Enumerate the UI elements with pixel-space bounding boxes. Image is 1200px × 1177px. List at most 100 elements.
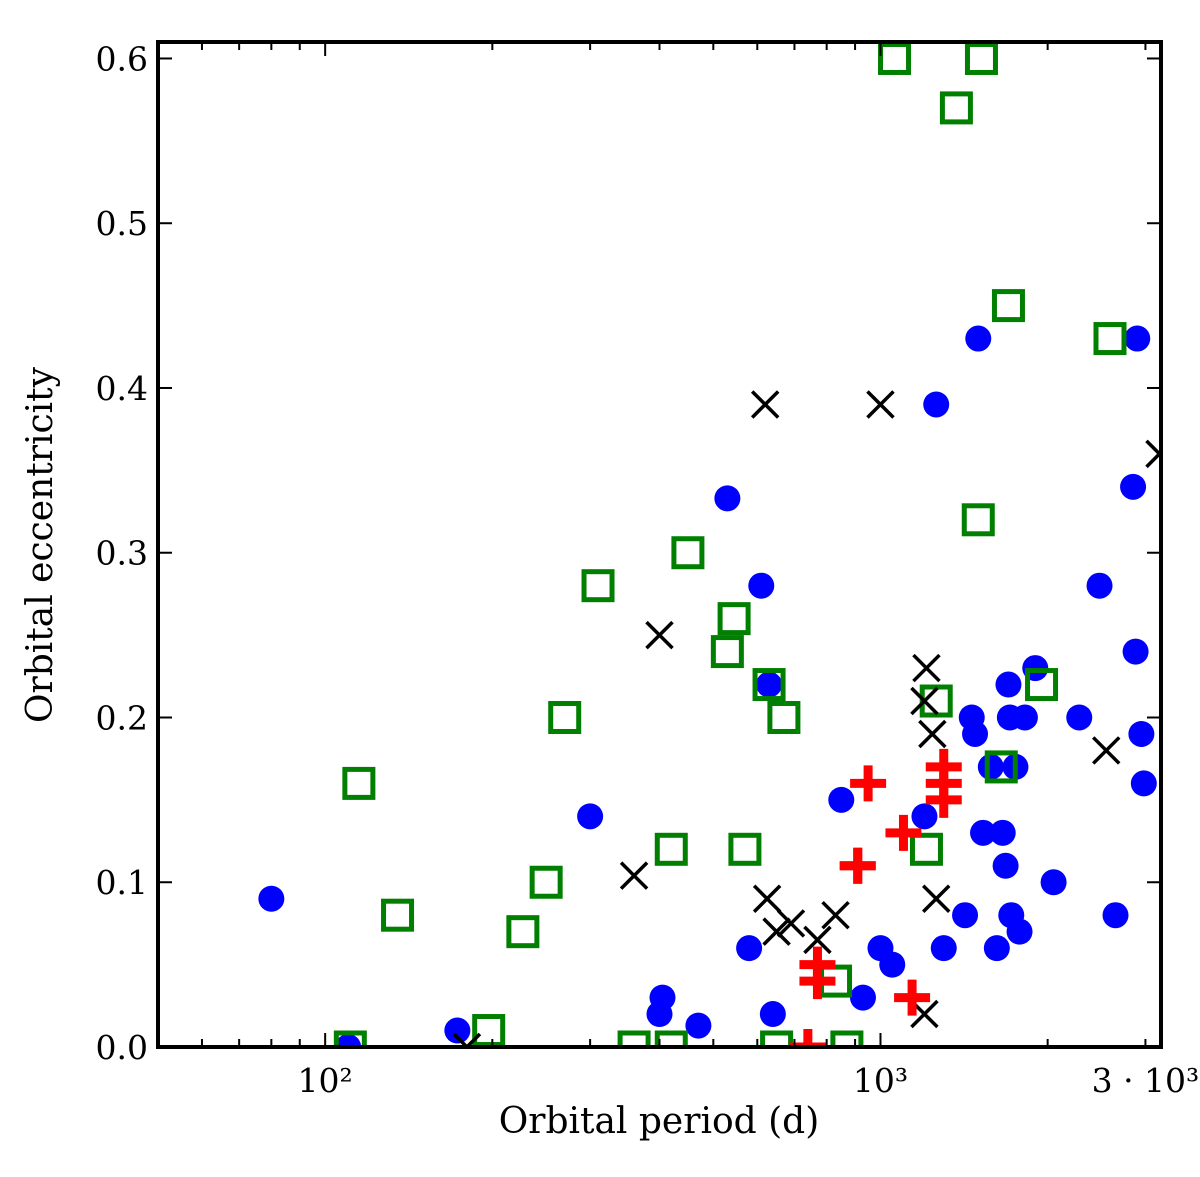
blue-circle-point	[965, 325, 992, 352]
green-square-point	[939, 91, 973, 125]
black-crosse-point	[918, 719, 947, 749]
y-tick-label: 0.4	[96, 369, 148, 408]
black-crosse-point	[910, 686, 939, 716]
y-tick-label: 0.1	[96, 863, 148, 902]
y-tick-label: 0.5	[96, 204, 148, 243]
green-square-point	[717, 602, 751, 636]
blue-circle-point	[1066, 704, 1093, 731]
blue-circle-point	[1128, 720, 1155, 747]
black-crosse-point	[821, 900, 850, 930]
blue-circle-point	[828, 786, 855, 813]
green-square-point	[671, 536, 705, 570]
blue-circle-point	[962, 720, 989, 747]
black-crosse-point	[750, 390, 780, 419]
green-square-point	[381, 898, 415, 932]
green-square-point	[581, 569, 615, 603]
y-tick-label: 0.0	[96, 1028, 148, 1067]
red-plu-point	[850, 765, 887, 802]
green-square-point	[961, 503, 995, 537]
green-square-point	[991, 289, 1025, 323]
green-square-point	[964, 42, 998, 75]
black-crosse-point	[803, 925, 832, 955]
blue-circle-point	[989, 819, 1016, 846]
blue-circle-point	[992, 852, 1019, 879]
blue-circle-point	[995, 671, 1022, 698]
green-square-point	[654, 1030, 688, 1047]
blue-circle-point	[970, 819, 997, 846]
green-square-point	[617, 1030, 651, 1047]
black-crosse-point	[452, 1032, 482, 1047]
green-square-point	[728, 832, 762, 866]
x-tick-label: 10³	[853, 1061, 908, 1100]
blue-circle-point	[685, 1012, 712, 1039]
blue-circle-point	[983, 935, 1010, 962]
x-tick-label: 10²	[298, 1061, 353, 1100]
blue-circle-point	[577, 803, 604, 830]
green-square-point	[830, 1030, 864, 1047]
blue-circle-point	[649, 984, 676, 1011]
red-plu-point	[885, 814, 922, 851]
green-square-point	[529, 865, 563, 899]
blue-circle-point	[911, 803, 938, 830]
axis-ticks: 0.0 0.1 0.2 0.3 0.4 0.5 0.6 10² 10³ 3 · 10³	[96, 39, 1200, 1100]
red-plu-point	[925, 748, 962, 785]
green-square-point	[506, 915, 540, 949]
blue-circle-point	[258, 885, 285, 912]
y-tick-label: 0.2	[96, 698, 148, 737]
green-square-point	[1093, 322, 1127, 356]
green-square-point	[333, 1030, 367, 1047]
green-square-point	[909, 832, 943, 866]
blue-circle-point	[1122, 638, 1149, 665]
green-square-point	[878, 42, 912, 75]
blue-circle-point	[1006, 918, 1033, 945]
blue-circle-point	[756, 671, 783, 698]
blue-circle-point	[923, 391, 950, 418]
blue-circle-point	[1102, 902, 1129, 929]
green-square-point	[760, 1030, 794, 1047]
black-crosse-point	[752, 884, 782, 913]
red-plu-point	[839, 847, 876, 884]
green-square-point	[752, 668, 786, 702]
data-points	[258, 42, 1161, 1047]
blue-circle-point	[849, 984, 876, 1011]
green-square-point	[342, 766, 376, 800]
black-crosse-point	[866, 390, 895, 419]
blue-circle-point	[952, 902, 979, 929]
blue-circle-point	[444, 1017, 471, 1044]
plot-frame	[156, 40, 1163, 1049]
blue-circle-point	[930, 935, 957, 962]
blue-circle-point	[1086, 572, 1113, 599]
red-plu-point	[789, 1029, 826, 1047]
x-tick-label: 3 · 10³	[1092, 1061, 1200, 1100]
blue-circle-point	[977, 753, 1004, 780]
black-crosse-point	[762, 917, 791, 946]
black-crosse-point	[921, 884, 951, 913]
blue-circle-point	[1120, 473, 1147, 500]
y-axis-label: Orbital eccentricity	[20, 366, 61, 723]
green-square-point	[710, 635, 744, 669]
green-square-point	[767, 700, 801, 734]
blue-circle-point	[1130, 770, 1157, 797]
blue-circle-point	[759, 1001, 786, 1028]
black-crosse-point	[619, 861, 649, 890]
green-square-point	[654, 832, 688, 866]
red-plu-point	[894, 979, 931, 1016]
green-square-point	[1025, 668, 1059, 702]
blue-circle-point	[748, 572, 775, 599]
y-tick-label: 0.3	[96, 534, 148, 573]
red-plu-point	[799, 946, 836, 983]
blue-circle-point	[879, 951, 906, 978]
green-square-point	[472, 1014, 506, 1047]
black-crosse-point	[645, 620, 674, 650]
blue-circle-point	[714, 485, 741, 512]
blue-circle-point	[736, 935, 763, 962]
x-axis-label: Orbital period (d)	[499, 1101, 820, 1142]
black-crosse-point	[1092, 736, 1121, 765]
green-square-point	[548, 700, 582, 734]
black-crosse-point	[776, 909, 806, 938]
black-crosse-point	[912, 653, 941, 683]
blue-circle-point	[335, 1034, 362, 1047]
blue-circle-point	[1124, 325, 1151, 352]
y-tick-label: 0.6	[96, 39, 148, 78]
